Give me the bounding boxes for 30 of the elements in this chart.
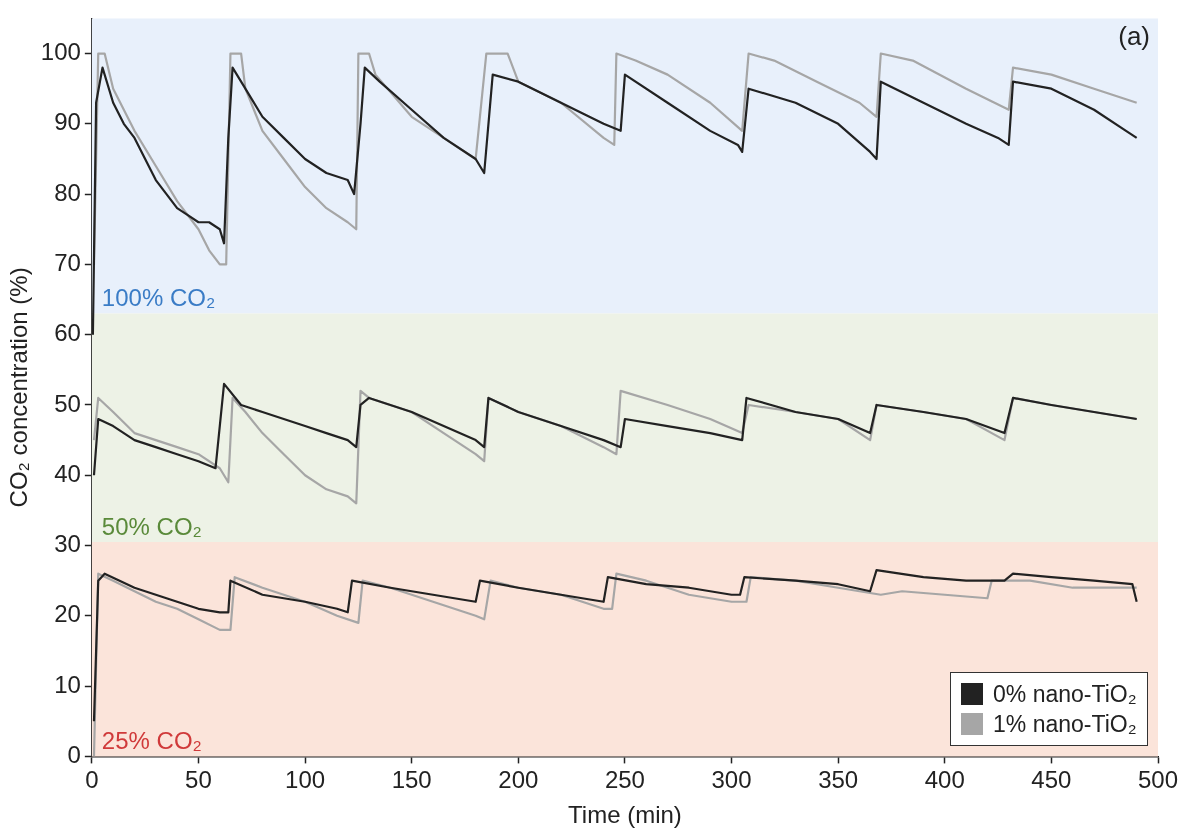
y-tick-label: 10: [54, 670, 81, 698]
x-tick-label: 450: [1031, 766, 1072, 794]
y-tick-label: 50: [54, 389, 81, 417]
x-tick-label: 50: [185, 766, 212, 794]
x-tick-label: 500: [1137, 766, 1179, 794]
y-tick-label: 0: [67, 741, 81, 769]
x-tick-label: 300: [711, 766, 752, 794]
x-tick-label: 250: [604, 766, 645, 794]
x-tick-label: 200: [498, 766, 539, 794]
y-tick-label: 40: [54, 459, 81, 487]
band-label: 100% CO₂: [101, 284, 216, 312]
y-tick-label: 100: [40, 38, 81, 66]
x-tick-label: 100: [285, 766, 326, 794]
band-label: 50% CO₂: [101, 512, 202, 540]
y-axis-title: CO₂ concentration (%): [5, 267, 33, 508]
x-tick-label: 350: [818, 766, 859, 794]
y-tick-label: 80: [54, 178, 81, 206]
y-tick-label: 70: [54, 249, 81, 277]
band-label: 25% CO₂: [101, 727, 202, 755]
y-tick-label: 20: [54, 600, 81, 628]
y-tick-label: 90: [54, 108, 81, 136]
legend-label: 0% nano-TiO₂: [993, 680, 1137, 710]
y-tick-label: 30: [54, 530, 81, 558]
x-tick-label: 0: [85, 766, 99, 794]
legend-label: 1% nano-TiO₂: [993, 710, 1137, 740]
x-tick-label: 150: [391, 766, 432, 794]
y-tick-label: 60: [54, 319, 81, 347]
x-tick-label: 400: [924, 766, 965, 794]
x-axis-title: Time (min): [568, 801, 682, 829]
annotation: (a): [1118, 20, 1150, 51]
